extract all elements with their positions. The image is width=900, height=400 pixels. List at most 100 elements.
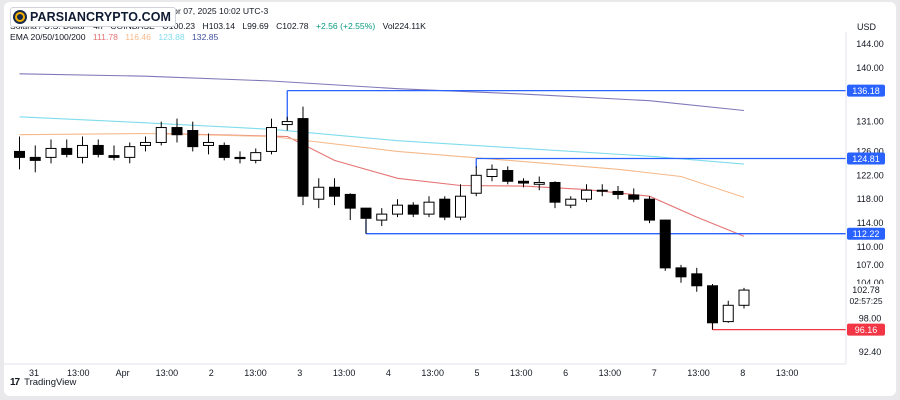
x-tick-label: Apr <box>116 368 130 378</box>
tradingview-logo-icon: 17 <box>10 377 20 388</box>
currency-label: USD <box>856 22 876 32</box>
candle <box>455 184 466 221</box>
x-tick-label: 13:00 <box>421 368 444 378</box>
x-tick-label: 7 <box>652 368 657 378</box>
candles <box>14 106 750 330</box>
ema100-value: 123.88 <box>158 32 185 42</box>
x-tick-label: 13:00 <box>687 368 710 378</box>
candle <box>470 166 482 197</box>
y-tick-label: 140.00 <box>856 63 884 73</box>
candle-body <box>518 180 529 184</box>
candle-body <box>77 144 88 158</box>
ema200-value: 132.85 <box>192 32 219 42</box>
time-axis[interactable]: 31 13:00 Apr 13:00 2 13:00 3 13:00 4 13:00 5 13:00 6… <box>29 368 798 378</box>
x-tick-label: 13:00 <box>333 368 356 378</box>
candle-body <box>659 219 671 269</box>
candle <box>502 166 514 185</box>
current-price-label: 102.78 <box>852 285 880 295</box>
ohlc-low: L99.69 <box>242 21 269 31</box>
x-tick-label: 13:00 <box>67 368 90 378</box>
candle-body <box>61 147 73 155</box>
candle <box>297 106 309 206</box>
x-tick-label: 13:00 <box>156 368 179 378</box>
candle <box>581 184 592 203</box>
candle-body <box>140 141 151 146</box>
x-tick-label: 8 <box>740 368 745 378</box>
candle-body <box>407 204 419 215</box>
candle <box>518 178 529 188</box>
candle-body <box>203 141 214 146</box>
candle <box>187 121 199 152</box>
x-tick-label: 13:00 <box>244 368 267 378</box>
ema-line-ema20 <box>161 132 745 237</box>
tradingview-brand[interactable]: 17 TradingView <box>10 377 76 388</box>
candle <box>155 121 167 146</box>
candle <box>407 202 419 218</box>
y-tick-label: 92.40 <box>859 347 882 357</box>
candle <box>92 139 104 158</box>
candle-body <box>29 156 41 161</box>
candle <box>707 283 718 330</box>
y-tick-label: 98.00 <box>859 314 882 324</box>
ohlc-change: +2.56 (+2.55%) <box>315 21 376 31</box>
candle <box>140 136 151 152</box>
candle <box>77 136 88 164</box>
candle <box>423 196 435 218</box>
tradingview-label: TradingView <box>24 377 77 388</box>
ema-legend-row[interactable]: EMA 20/50/100/200 111.78 116.46 123.88 1… <box>10 32 223 42</box>
candle-body <box>423 201 435 215</box>
candle <box>360 207 372 234</box>
ohlc-open: O100.23 <box>162 21 196 31</box>
candle-body <box>533 181 545 185</box>
candle <box>281 116 293 131</box>
candle <box>612 186 624 200</box>
candle-body <box>266 127 277 152</box>
price-axis[interactable]: 92.40 98.00 104.00 107.00 110.00 114.00 118.00… <box>856 39 884 357</box>
price-chart[interactable]: 92.40 98.00 104.00 107.00 110.00 114.00 118.00… <box>4 2 896 396</box>
x-tick-label: 4 <box>386 368 391 378</box>
candle-body <box>376 213 388 221</box>
candle-body <box>612 190 624 195</box>
candle <box>722 300 734 323</box>
price-tag-label: 96.16 <box>855 325 878 335</box>
candle <box>549 181 561 209</box>
candle-body <box>392 204 403 215</box>
candle-body <box>439 198 451 218</box>
candle-body <box>92 144 104 155</box>
x-tick-label: 13:00 <box>599 368 622 378</box>
candle-body <box>14 150 25 158</box>
candle-body <box>250 152 262 161</box>
candle <box>29 145 41 173</box>
candle-body <box>502 170 514 182</box>
price-tag-label: 112.22 <box>853 229 880 239</box>
x-tick-label: 5 <box>474 368 479 378</box>
candle <box>344 193 356 221</box>
candle <box>108 145 120 161</box>
y-tick-label: 144.00 <box>856 39 884 49</box>
candle <box>266 118 277 155</box>
y-tick-label: 122.00 <box>856 170 884 180</box>
candle <box>218 142 230 161</box>
price-tag-136.18: 136.18 <box>847 84 885 97</box>
candle-body <box>644 198 655 221</box>
candle-body <box>691 273 703 287</box>
candle <box>171 118 183 143</box>
ema20-value: 111.78 <box>92 32 118 42</box>
chart-window: ew.com, Apr 07, 2025 10:02 UTC-3 Solana … <box>4 2 896 396</box>
candle-body <box>722 304 734 323</box>
candle-body <box>234 156 246 160</box>
candle <box>392 199 403 218</box>
candle <box>486 164 498 182</box>
ema50-value: 116.46 <box>125 32 151 42</box>
x-tick-label: 6 <box>563 368 568 378</box>
candle-body <box>124 146 136 158</box>
current-price-bg <box>847 284 885 309</box>
candle <box>659 219 671 271</box>
x-tick-label: 13:00 <box>776 368 799 378</box>
y-tick-label: 110.00 <box>857 242 884 252</box>
candle-body <box>628 194 640 200</box>
candle <box>329 178 340 206</box>
candle-body <box>218 144 230 158</box>
price-tag-bg <box>847 323 885 336</box>
